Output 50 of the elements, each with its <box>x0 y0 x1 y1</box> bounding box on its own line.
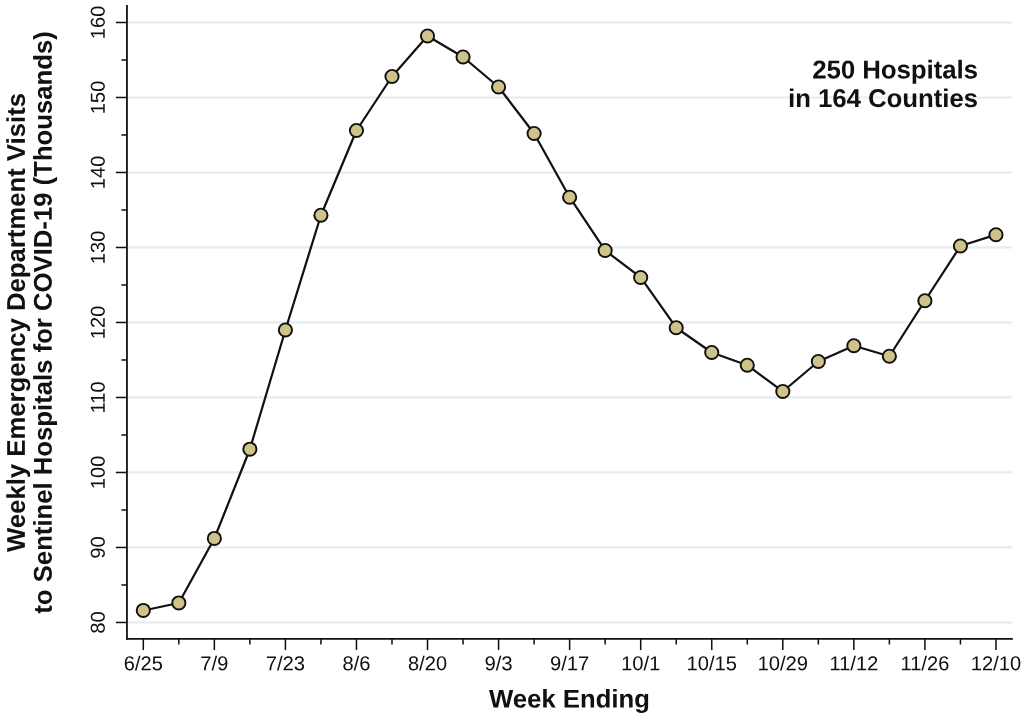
y-tick-label: 120 <box>90 306 105 338</box>
y-axis-title: Weekly Emergency Department Visits to Sentinel Hospitals for COVID-19 (Thousands) <box>6 32 58 614</box>
x-tick-label: 11/12 <box>830 655 878 671</box>
point <box>313 207 329 223</box>
point <box>668 320 684 336</box>
y-tick-label: 80 <box>90 612 105 633</box>
y-tick-label: 100 <box>90 456 105 488</box>
point <box>526 125 542 142</box>
x-tick-label: 10/29 <box>759 655 808 671</box>
point <box>277 322 293 338</box>
x-tick-label: 9/3 <box>485 655 512 671</box>
x-tick-label: 12/10 <box>972 655 1021 671</box>
point <box>952 238 968 254</box>
x-axis-title: Week Ending <box>489 688 649 714</box>
y-tick-label: 160 <box>90 6 105 38</box>
point <box>348 122 365 139</box>
point <box>597 242 613 259</box>
x-tick-label: 10/1 <box>622 655 660 671</box>
y-tick-label: 130 <box>90 231 105 263</box>
x-tick-label: 7/23 <box>266 655 305 671</box>
point <box>242 441 258 457</box>
point <box>739 357 755 373</box>
point <box>633 269 649 286</box>
point <box>135 602 151 619</box>
y-tick-label: 90 <box>90 537 105 558</box>
point <box>775 383 791 400</box>
x-tick-label: 9/17 <box>550 655 589 671</box>
point <box>704 344 720 361</box>
x-tick-label: 10/15 <box>688 655 737 671</box>
point <box>206 530 222 547</box>
point <box>881 348 897 364</box>
point <box>917 293 933 309</box>
x-tick-label: 8/6 <box>343 655 370 671</box>
y-tick-label: 140 <box>90 156 105 188</box>
point <box>171 595 187 611</box>
y-tick-label: 110 <box>90 382 105 412</box>
point <box>988 227 1004 243</box>
x-tick-label: 11/26 <box>901 655 949 671</box>
point <box>846 338 862 354</box>
point <box>562 189 578 205</box>
point <box>491 79 507 95</box>
y-tick-label: 150 <box>90 81 105 113</box>
point <box>419 28 436 44</box>
point <box>455 49 471 65</box>
x-tick-label: 7/9 <box>201 655 228 671</box>
point <box>810 353 826 370</box>
point <box>384 68 400 85</box>
annotation: 250 Hospitals in 164 Counties <box>789 59 977 108</box>
x-tick-label: 8/20 <box>408 655 447 671</box>
x-tick-label: 6/25 <box>124 655 163 671</box>
